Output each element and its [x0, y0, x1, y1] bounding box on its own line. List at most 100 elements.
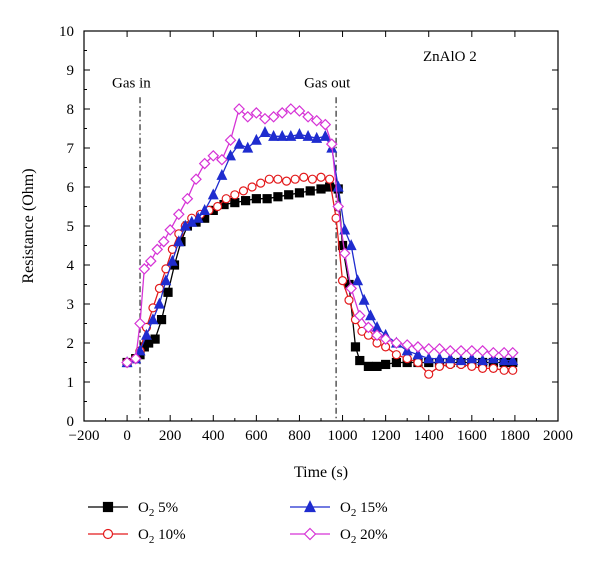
series-line — [126, 176, 513, 376]
data-point — [164, 224, 177, 236]
data-point — [310, 114, 323, 127]
legend-label-rest: 5% — [154, 500, 178, 516]
data-point — [299, 172, 309, 182]
legend-label-sub: 2 — [149, 534, 155, 546]
data-point — [316, 184, 326, 194]
data-point — [466, 352, 478, 364]
data-point — [365, 309, 377, 321]
legend-label-rest: 15% — [356, 500, 387, 516]
data-point — [434, 352, 445, 364]
x-tick-label: 1400 — [414, 428, 444, 444]
data-point — [144, 255, 157, 267]
legend-label-main: O — [340, 527, 351, 543]
data-point — [294, 188, 305, 198]
data-point — [192, 211, 204, 223]
data-point — [477, 354, 489, 366]
y-tick-label: 6 — [67, 180, 75, 196]
data-point — [302, 129, 314, 141]
data-point — [198, 157, 211, 170]
data-point — [381, 359, 391, 370]
data-point — [240, 196, 251, 206]
series-2 — [122, 172, 518, 379]
legend-item: O2 5% — [88, 500, 178, 519]
data-point — [465, 344, 478, 357]
legend-label-rest: 10% — [154, 527, 185, 543]
data-point — [372, 361, 382, 371]
data-point — [259, 112, 271, 125]
data-point — [138, 263, 151, 275]
data-point — [121, 356, 133, 369]
y-tick-label: 1 — [67, 375, 75, 391]
data-point — [153, 297, 165, 309]
data-point — [337, 276, 348, 286]
data-point — [181, 192, 194, 205]
data-point — [444, 344, 457, 357]
data-point — [498, 346, 510, 359]
data-point — [344, 295, 354, 305]
legend-marker — [304, 500, 316, 513]
data-point — [268, 129, 280, 141]
data-point — [434, 361, 445, 371]
data-point — [477, 363, 488, 373]
data-point — [332, 200, 345, 213]
data-point — [216, 168, 228, 180]
x-tick-label: −200 — [69, 428, 100, 444]
y-tick-label: 10 — [59, 24, 74, 40]
data-point — [284, 190, 294, 200]
legend-marker — [102, 528, 114, 540]
data-point — [225, 149, 236, 161]
data-point — [207, 188, 219, 200]
x-tick-label: 600 — [245, 428, 268, 444]
data-point — [233, 103, 245, 115]
data-point — [345, 282, 358, 295]
data-point — [338, 247, 351, 260]
data-point — [307, 174, 317, 184]
data-point — [259, 126, 271, 137]
y-tick-label: 9 — [67, 63, 75, 79]
data-point — [316, 172, 326, 182]
data-point — [402, 354, 412, 364]
data-point — [424, 369, 434, 379]
data-point — [455, 344, 467, 357]
data-point — [172, 208, 185, 221]
y-tick-label: 4 — [67, 258, 75, 274]
x-tick-label: 200 — [159, 428, 182, 444]
data-point — [325, 138, 338, 150]
data-point — [264, 174, 274, 184]
data-point — [238, 186, 249, 196]
x-tick-label: 400 — [202, 428, 225, 444]
data-point — [379, 333, 392, 345]
series-line — [126, 131, 513, 364]
data-point — [423, 352, 435, 364]
data-point — [247, 182, 257, 192]
series-4 — [121, 103, 519, 369]
data-point — [160, 274, 172, 286]
legend-item: O2 10% — [88, 527, 186, 546]
legend-label: O2 20% — [340, 527, 388, 546]
data-point — [293, 128, 305, 139]
annotation-label: Gas in — [112, 76, 151, 92]
data-point — [233, 137, 245, 149]
x-tick-label: 1800 — [500, 428, 530, 444]
data-point — [199, 204, 211, 215]
data-point — [391, 350, 402, 360]
legend-label-sub: 2 — [351, 534, 357, 546]
data-point — [311, 131, 323, 143]
y-axis-title: Resistance (Ohm) — [20, 168, 37, 283]
data-point — [134, 317, 146, 330]
data-point — [207, 149, 220, 162]
data-point — [325, 174, 335, 184]
data-point — [267, 110, 280, 123]
data-point — [151, 243, 164, 256]
data-point — [212, 201, 223, 212]
data-point — [230, 198, 240, 208]
x-tick-label: 800 — [288, 428, 311, 444]
legend-label: O2 10% — [138, 527, 186, 546]
data-point — [339, 223, 351, 235]
data-point — [352, 274, 364, 286]
data-point — [141, 328, 152, 340]
legend-item: O2 15% — [290, 500, 388, 519]
x-axis-ticks: −200 0 200 400 600 800 1000 1200 1400 1600 1800 200… — [69, 31, 573, 444]
series-line — [126, 107, 513, 364]
data-point — [412, 341, 424, 353]
